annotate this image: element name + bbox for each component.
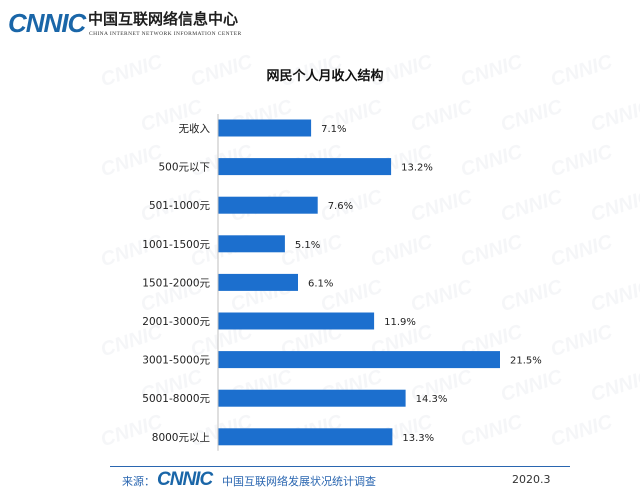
bar: [218, 119, 312, 137]
footer-date: 2020.3: [512, 473, 551, 486]
footer-divider: [110, 466, 570, 467]
category-label: 501-1000元: [149, 200, 211, 212]
value-label: 13.2%: [401, 163, 433, 174]
bar: [218, 312, 375, 330]
value-label: 14.3%: [416, 394, 448, 405]
footer-survey-name: 中国互联网络发展状况统计调查: [222, 475, 376, 488]
category-label: 500元以下: [158, 162, 210, 174]
category-label: 5001-8000元: [142, 393, 210, 405]
footer-cnnic-logo: CNNIC: [157, 469, 213, 490]
value-label: 7.1%: [321, 124, 346, 135]
bar: [218, 196, 318, 214]
category-label: 8000元以上: [152, 432, 210, 444]
bar: [218, 273, 298, 291]
org-name-en: CHINA INTERNET NETWORK INFORMATION CENTE…: [89, 31, 242, 37]
org-name-cn: 中国互联网络信息中心: [88, 10, 239, 28]
value-label: 13.3%: [402, 433, 434, 444]
header: CNNIC 中国互联网络信息中心 CHINA INTERNET NETWORK …: [0, 0, 640, 50]
value-label: 5.1%: [295, 240, 320, 251]
value-label: 6.1%: [308, 278, 333, 289]
bars-group: 无收入 7.1% 500元以下 13.2% 501-1000元 7.6% 1001-1500…: [142, 114, 542, 451]
category-label: 2001-3000元: [142, 316, 210, 328]
value-label: 11.9%: [384, 317, 416, 328]
bar: [218, 351, 500, 369]
bar: [218, 158, 392, 176]
category-label: 无收入: [179, 122, 211, 135]
bar: [218, 389, 406, 407]
bar: [218, 428, 393, 446]
footer-source-label: 来源：: [122, 475, 155, 488]
category-label: 1501-2000元: [142, 277, 210, 289]
category-label: 1001-1500元: [142, 239, 210, 251]
value-label: 7.6%: [328, 201, 353, 212]
value-label: 21.5%: [510, 356, 542, 367]
bar: [218, 235, 285, 253]
chart-title: 网民个人月收入结构: [266, 68, 383, 84]
cnnic-logo: CNNIC: [8, 8, 86, 38]
category-label: 3001-5000元: [142, 355, 210, 367]
